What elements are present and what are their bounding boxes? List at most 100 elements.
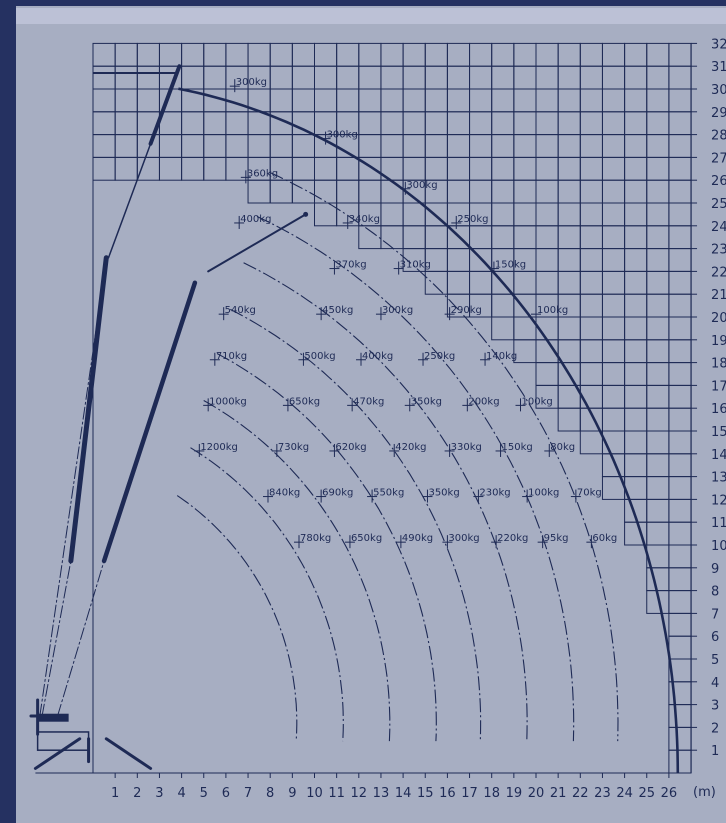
load-arc [190, 447, 344, 742]
x-tick-label: 20 [528, 786, 545, 801]
y-tick-label: 4 [711, 676, 719, 691]
reach-envelope [178, 87, 680, 774]
load-label: 780kg [300, 533, 331, 544]
load-label: 250kg [457, 214, 488, 225]
load-label: 650kg [351, 533, 382, 544]
y-tick-label: 12 [711, 493, 726, 508]
x-tick-label: 12 [351, 786, 368, 801]
load-arc [243, 262, 528, 742]
y-tick-label: 5 [711, 653, 719, 668]
y-tick-label: 19 [711, 334, 726, 349]
load-label: 400kg [240, 214, 271, 225]
load-label: 550kg [373, 488, 404, 499]
y-tick-label: 1 [711, 744, 719, 759]
load-label: 710kg [216, 351, 247, 362]
load-label: 450kg [322, 305, 353, 316]
jib-extension [207, 213, 307, 273]
load-label: 350kg [428, 488, 459, 499]
turret [37, 713, 69, 722]
x-tick-label: 9 [288, 786, 296, 801]
load-label: 80kg [550, 442, 575, 453]
y-tick-label: 6 [711, 630, 719, 645]
load-label: 220kg [497, 533, 528, 544]
load-label: 400kg [362, 351, 393, 362]
y-tick-label: 2 [711, 721, 719, 736]
paper-background [16, 6, 726, 823]
x-tick-label: 4 [177, 786, 185, 801]
y-tick-label: 15 [711, 425, 726, 440]
main-boom-lower [68, 255, 109, 564]
load-arc [176, 495, 298, 742]
load-label: 100kg [521, 396, 552, 407]
load-label: 1200kg [200, 442, 238, 453]
load-label: 330kg [451, 442, 482, 453]
y-tick-label: 22 [711, 265, 726, 280]
envelope-curve [178, 87, 680, 774]
load-label: 490kg [402, 533, 433, 544]
y-tick-label: 14 [711, 448, 726, 463]
x-tick-label: 23 [594, 786, 611, 801]
x-tick-label: 7 [244, 786, 252, 801]
y-tick-label: 16 [711, 402, 726, 417]
load-label: 470kg [353, 396, 384, 407]
load-label: 290kg [451, 305, 482, 316]
load-label: 100kg [528, 488, 559, 499]
boom-tie-left [41, 560, 72, 717]
y-tick-label: 18 [711, 357, 726, 372]
load-arc [203, 400, 391, 742]
load-label: 620kg [335, 442, 366, 453]
load-label: 360kg [247, 168, 278, 179]
main-boom-upper [148, 64, 182, 146]
load-label: 140kg [486, 351, 517, 362]
load-label: 150kg [502, 442, 533, 453]
x-tick-label: 11 [328, 786, 345, 801]
y-tick-label: 24 [711, 220, 726, 235]
load-label: 500kg [304, 351, 335, 362]
x-tick-label: 1 [111, 786, 119, 801]
guide-line [39, 305, 101, 717]
load-label: 95kg [544, 533, 569, 544]
y-tick-label: 20 [711, 311, 726, 326]
load-label: 840kg [269, 488, 300, 499]
load-label: 300kg [327, 130, 358, 141]
load-label: 310kg [400, 260, 431, 271]
load-label: 420kg [395, 442, 426, 453]
x-tick-label: 22 [572, 786, 589, 801]
y-tick-label: 7 [711, 607, 719, 622]
load-label: 690kg [322, 488, 353, 499]
outrigger-right [104, 737, 153, 770]
y-tick-label: 13 [711, 471, 726, 486]
y-tick-label: 30 [711, 83, 726, 98]
x-tick-label: 8 [266, 786, 274, 801]
y-tick-label: 26 [711, 174, 726, 189]
load-label: 150kg [495, 260, 526, 271]
load-label: 300kg [382, 305, 413, 316]
load-arc [269, 172, 619, 742]
load-label: 540kg [225, 305, 256, 316]
load-label: 100kg [537, 305, 568, 316]
y-tick-label: 25 [711, 197, 726, 212]
main-boom-mid [107, 142, 152, 259]
load-label: 340kg [349, 214, 380, 225]
x-tick-label: 21 [550, 786, 567, 801]
jib-boom [101, 280, 198, 564]
y-tick-label: 3 [711, 699, 719, 714]
load-label: 250kg [424, 351, 455, 362]
x-tick-label: 5 [200, 786, 208, 801]
y-tick-label: 31 [711, 60, 726, 75]
load-label: 650kg [289, 396, 320, 407]
load-labels: 300kg 300kg 300kg 360kg 400kg 340kg 250kg 370kg… [194, 77, 617, 549]
x-axis-unit-label: (m) [693, 785, 716, 800]
load-label: 60kg [592, 533, 617, 544]
top-band [16, 8, 726, 24]
x-tick-label: 26 [661, 786, 678, 801]
load-label: 300kg [448, 533, 479, 544]
load-arcs [176, 172, 619, 742]
x-tick-label: 2 [133, 786, 141, 801]
x-tick-label: 10 [306, 786, 323, 801]
x-tick-label: 25 [638, 786, 655, 801]
y-tick-label: 32 [711, 37, 726, 52]
x-tick-label: 13 [373, 786, 390, 801]
y-tick-label: 8 [711, 585, 719, 600]
load-arc [216, 353, 437, 742]
